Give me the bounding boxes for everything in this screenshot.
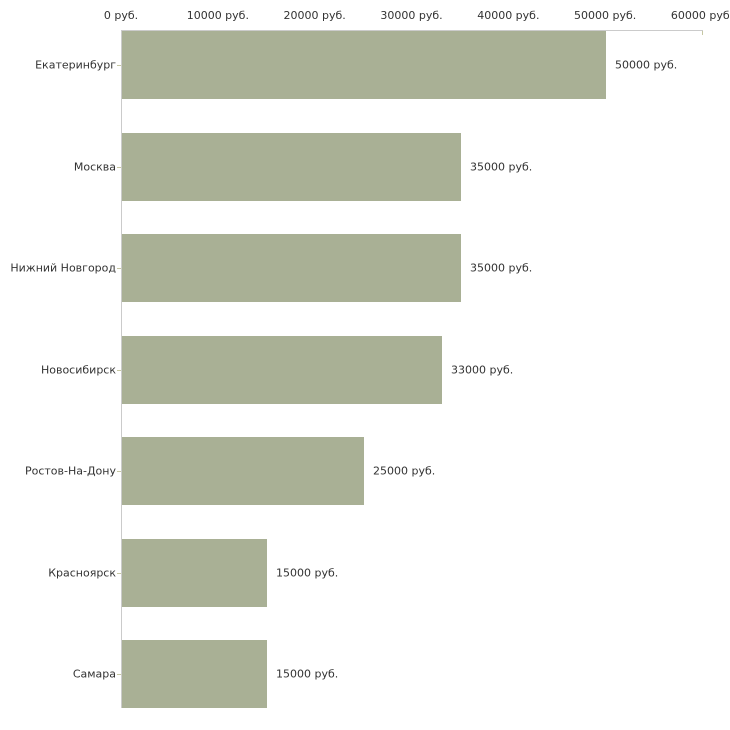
category-label: Екатеринбург (35, 58, 116, 72)
value-label: 50000 руб. (615, 58, 678, 72)
bar (122, 133, 461, 201)
category-label: Москва (73, 160, 116, 174)
category-tick (117, 573, 121, 574)
category-label: Красноярск (48, 566, 116, 580)
bar (122, 234, 461, 302)
category-tick (117, 268, 121, 269)
x-axis-tick-label: 0 руб. (103, 9, 139, 22)
value-label: 33000 руб. (451, 363, 514, 377)
x-axis-tick-label: 20000 руб. (283, 9, 346, 22)
category-tick (117, 167, 121, 168)
bar (122, 31, 606, 99)
x-axis-tick-label: 60000 руб. (670, 9, 730, 22)
category-label: Ростов-На-Дону (24, 464, 116, 478)
bar (122, 640, 267, 708)
category-tick (117, 674, 121, 675)
x-axis-line (121, 30, 703, 31)
value-label: 25000 руб. (373, 464, 436, 478)
value-label: 15000 руб. (276, 566, 339, 580)
x-axis-tick (702, 30, 703, 35)
value-label: 35000 руб. (470, 160, 533, 174)
category-tick (117, 471, 121, 472)
x-axis-tick-label: 10000 руб. (186, 9, 249, 22)
value-label: 15000 руб. (276, 667, 339, 681)
category-label: Нижний Новгород (10, 261, 116, 275)
x-axis-tick-label: 50000 руб. (574, 9, 637, 22)
category-tick (117, 65, 121, 66)
value-label: 35000 руб. (470, 261, 533, 275)
x-axis-tick-label: 30000 руб. (380, 9, 443, 22)
category-label: Самара (72, 667, 116, 681)
category-tick (117, 370, 121, 371)
bar (122, 437, 364, 505)
x-axis-tick-label: 40000 руб. (477, 9, 540, 22)
bar (122, 336, 442, 404)
category-label: Новосибирск (40, 363, 116, 377)
bar (122, 539, 267, 607)
y-axis-line (121, 30, 122, 708)
